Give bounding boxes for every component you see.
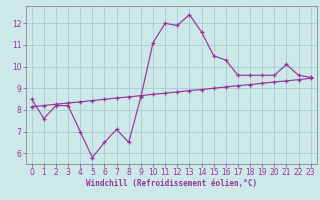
X-axis label: Windchill (Refroidissement éolien,°C): Windchill (Refroidissement éolien,°C)	[86, 179, 257, 188]
